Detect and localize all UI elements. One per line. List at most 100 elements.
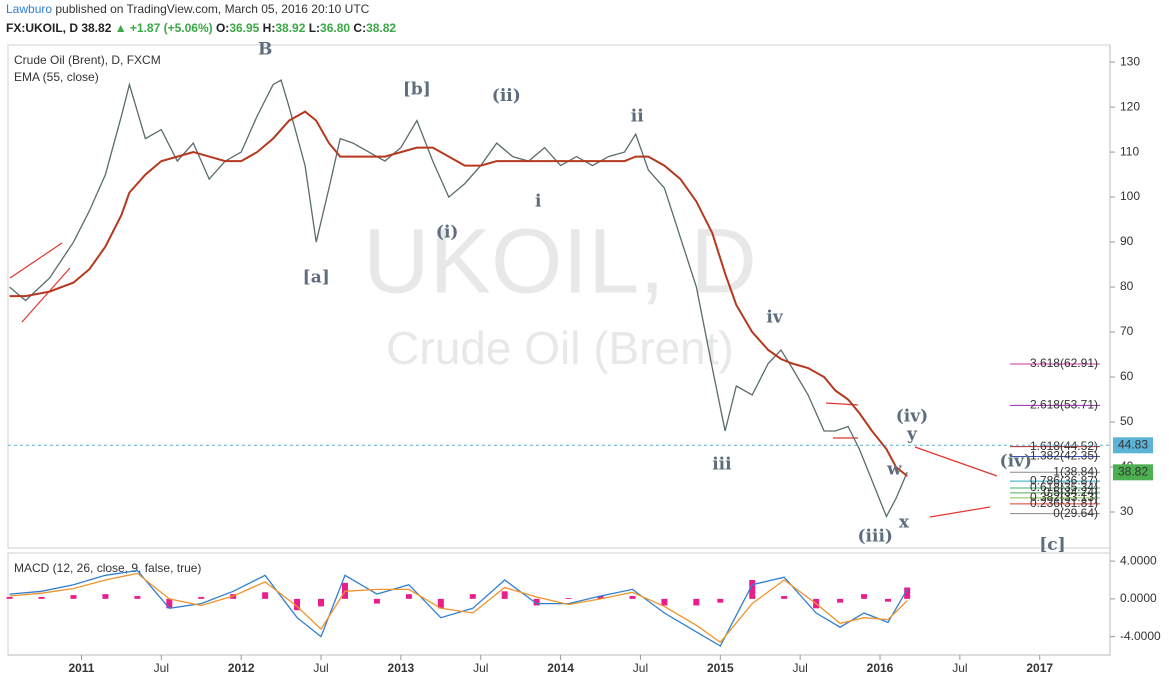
histogram-bar — [717, 598, 724, 603]
wave-label: [a] — [303, 268, 330, 288]
x-tick-label: 2013 — [388, 661, 415, 675]
histogram-bar — [693, 598, 700, 606]
x-tick-label: 2014 — [547, 661, 574, 675]
price-badge — [1113, 437, 1153, 454]
x-tick-label: Jul — [792, 661, 807, 675]
histogram-bar — [198, 596, 205, 599]
wave-label: x — [899, 512, 910, 532]
header-part: ▲ +1.87 (+5.06%) — [115, 21, 213, 35]
fib-label: 0(29.64) — [1053, 506, 1098, 520]
chart-subtitle: EMA (55, close) — [14, 70, 99, 84]
y-tick-label: 100 — [1120, 189, 1140, 203]
fib-label: 0.786(36.87) — [1030, 473, 1098, 487]
x-tick-label: 2011 — [68, 661, 94, 675]
histogram-bar — [565, 597, 572, 599]
y-tick-label: 130 — [1120, 54, 1140, 68]
fib-label: 0.236(31.81) — [1030, 496, 1098, 510]
price-badge-label: 44.83 — [1118, 437, 1148, 451]
chart-title: MACD (12, 26, close, 9, false, true) — [14, 561, 201, 575]
histogram-bar — [885, 598, 892, 602]
fib-label: 0.5(34.24) — [1043, 485, 1098, 499]
fib-label: 1.382(42.35) — [1030, 449, 1098, 463]
y-tick-label: 60 — [1120, 369, 1134, 383]
histogram-bar — [533, 598, 540, 606]
wave-label: [c] — [1039, 535, 1065, 555]
price-badge — [1113, 464, 1153, 481]
x-tick-label: 2012 — [228, 661, 255, 675]
wave-label: w — [886, 460, 902, 480]
histogram-bar — [661, 598, 668, 606]
wave-label: B — [258, 39, 272, 59]
histogram-bar — [861, 594, 868, 599]
wave-label: (i) — [436, 223, 459, 243]
x-tick-label: 2015 — [707, 661, 734, 675]
histogram-bar — [501, 591, 508, 599]
y-tick-label: 70 — [1120, 324, 1134, 338]
histogram-bar — [262, 592, 269, 599]
fib-label: 2.618(53.71) — [1030, 398, 1098, 412]
series-line — [9, 569, 908, 647]
header-part: O: — [213, 21, 230, 35]
header-line2: FX:UKOIL, D 38.82 ▲ +1.87 (+5.06%) O:36.… — [6, 21, 396, 35]
header-part: L: — [305, 21, 320, 35]
wave-label: ii — [631, 106, 644, 126]
x-tick-label: Jul — [473, 661, 488, 675]
header-part: 36.80 — [320, 21, 350, 35]
histogram-bar — [469, 594, 476, 599]
series-line — [9, 110, 908, 477]
histogram-bar — [781, 596, 788, 599]
histogram-bar — [70, 595, 77, 599]
watermark: UKOIL, D — [363, 210, 757, 312]
header-part: 38.92 — [275, 21, 305, 35]
series-line — [9, 79, 908, 519]
y-tick-label: 80 — [1120, 279, 1134, 293]
histogram-bar — [837, 598, 844, 603]
header-part: 38.82 — [366, 21, 396, 35]
fib-label: 1.618(44.52) — [1030, 439, 1098, 453]
x-tick-label: Jul — [633, 661, 648, 675]
histogram-bar — [6, 596, 13, 599]
histogram-bar — [629, 596, 636, 599]
histogram-bar — [318, 598, 325, 607]
wave-label: (iv) — [1000, 452, 1032, 472]
x-tick-label: 2017 — [1026, 661, 1053, 675]
histogram-bar — [373, 598, 380, 604]
wave-label: (iii) — [857, 527, 892, 547]
header-part: published on TradingView.com, March 05, … — [52, 2, 370, 16]
y-tick-label: 110 — [1120, 144, 1139, 158]
fib-label: 0.618(35.34) — [1030, 480, 1098, 494]
y-tick-label: 0.0000 — [1120, 591, 1157, 605]
wave-label: iv — [766, 308, 783, 328]
header-line1: Lawburo published on TradingView.com, Ma… — [6, 2, 370, 16]
wave-label: (iv) — [896, 407, 928, 427]
header-part: H: — [259, 21, 275, 35]
y-tick-label: 90 — [1120, 234, 1134, 248]
histogram-bar — [749, 579, 756, 599]
wave-label: (ii) — [492, 86, 521, 106]
series-line — [9, 572, 908, 644]
histogram-bar — [38, 596, 45, 599]
histogram-bar — [437, 598, 444, 609]
wave-label: i — [535, 192, 542, 212]
header-part: C: — [350, 21, 366, 35]
price-badge-label: 38.82 — [1118, 464, 1148, 478]
header-part: 38.82 — [78, 21, 115, 35]
histogram-bar — [134, 596, 141, 599]
wave-label: y — [906, 425, 918, 445]
fib-label: 1(38.84) — [1053, 464, 1098, 478]
x-tick-label: Jul — [952, 661, 967, 675]
chart-title: Crude Oil (Brent), D, FXCM — [14, 53, 161, 67]
header-part: 36.95 — [229, 21, 259, 35]
histogram-bar — [166, 598, 173, 609]
header-part: FX:UKOIL, D — [6, 21, 78, 35]
y-tick-label: -4.0000 — [1120, 629, 1161, 643]
y-tick-label: 50 — [1120, 414, 1134, 428]
fib-label: 0.382(33.13) — [1030, 490, 1098, 504]
y-tick-label: 30 — [1120, 504, 1134, 518]
trend-lines — [9, 242, 998, 518]
histogram-bar — [294, 598, 301, 611]
histogram-bar — [597, 596, 604, 599]
x-tick-label: Jul — [313, 661, 328, 675]
y-tick-label: 120 — [1120, 99, 1140, 113]
